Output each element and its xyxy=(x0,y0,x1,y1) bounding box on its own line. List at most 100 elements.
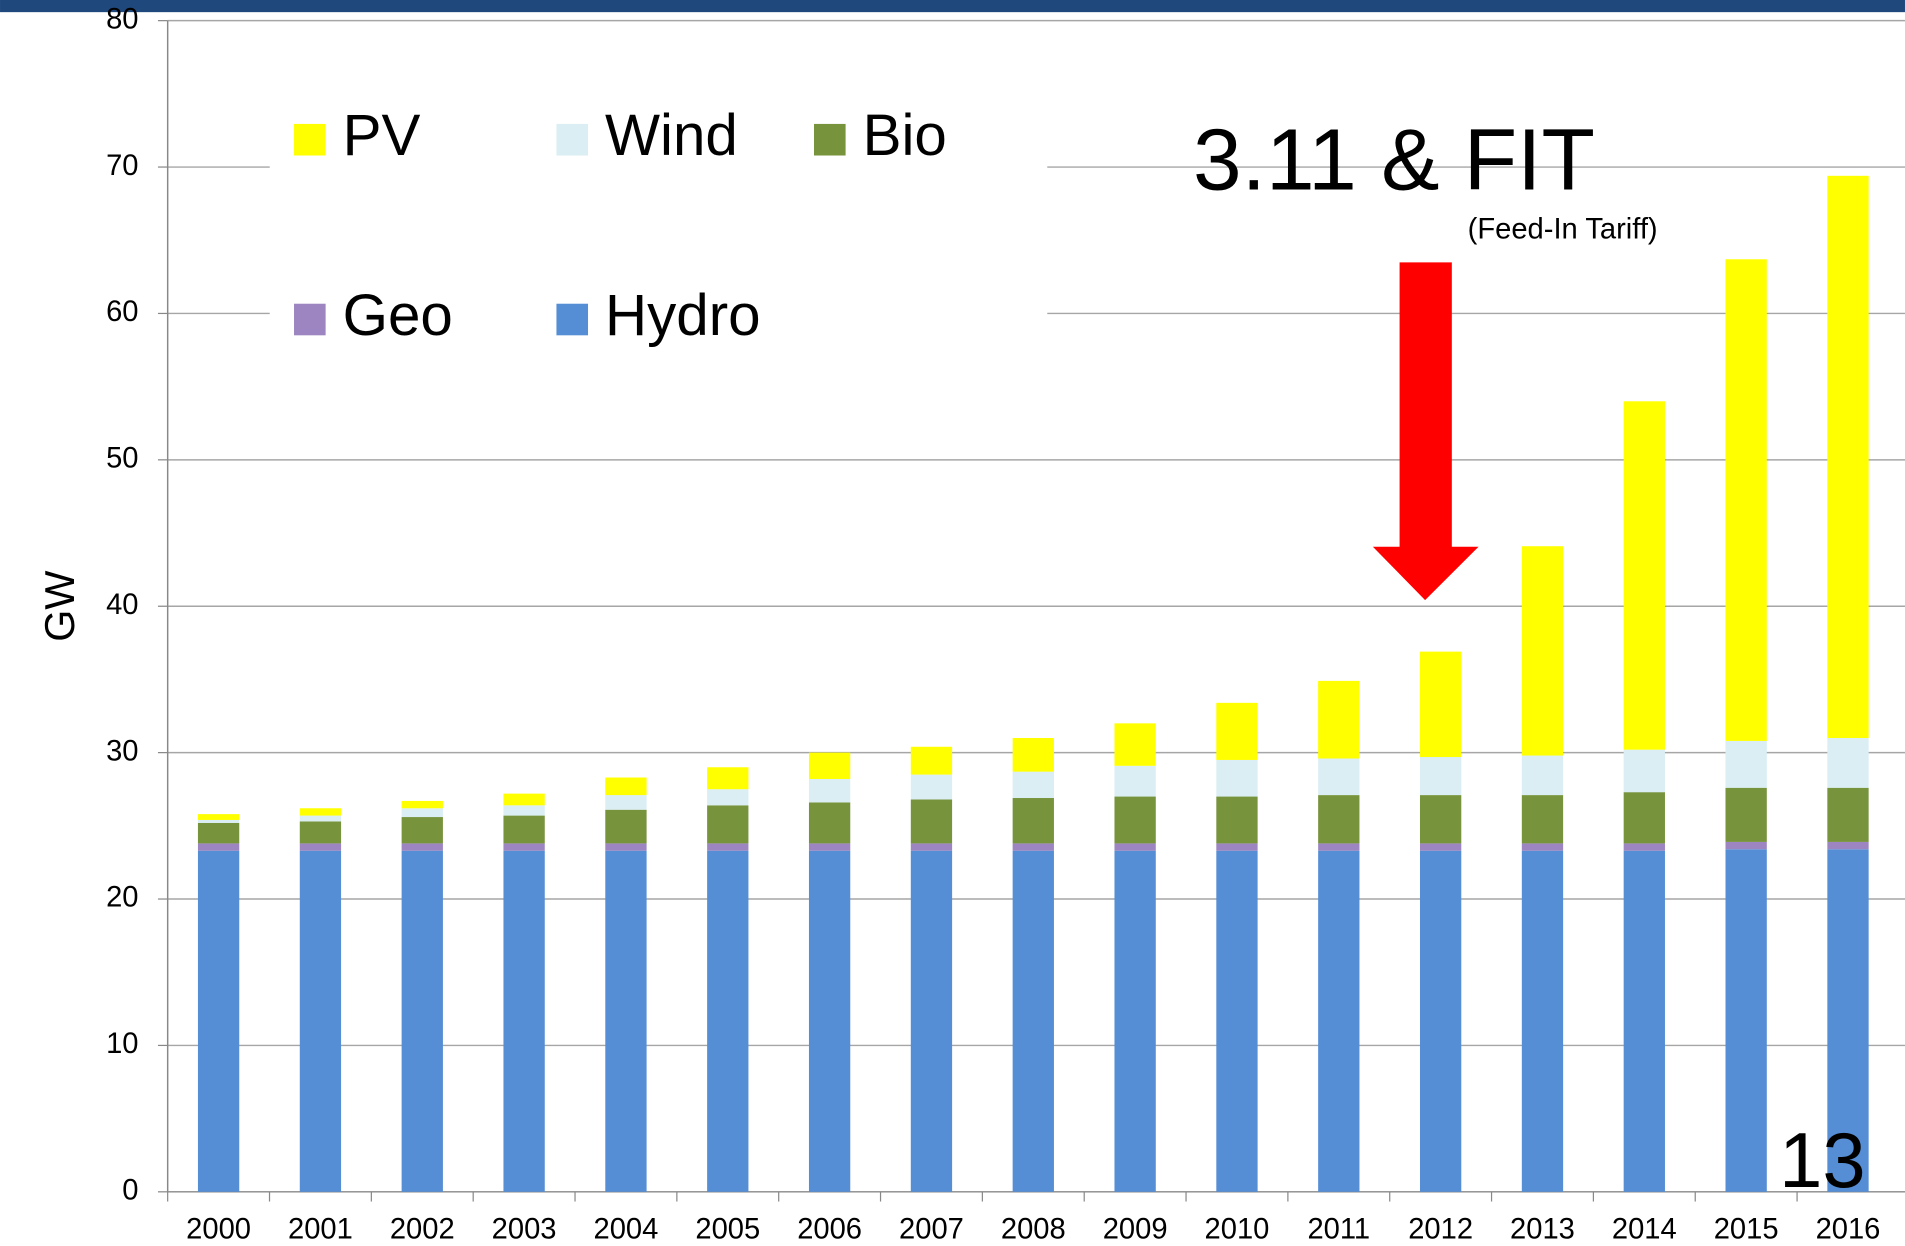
bar-segment xyxy=(1623,401,1665,750)
annotation: 3.11 & FIT xyxy=(1193,111,1595,209)
y-tick-label: 30 xyxy=(106,735,138,767)
bar-segment xyxy=(1419,651,1462,758)
arrow xyxy=(1372,262,1479,601)
x-tick-label: 2007 xyxy=(899,1213,964,1245)
bar-segment xyxy=(808,778,851,803)
legend: Hydro Geo Bio Wind PV xyxy=(294,103,947,348)
bar-segment xyxy=(1521,795,1564,844)
bar-segment xyxy=(1419,850,1462,1192)
bar-segment xyxy=(1012,843,1054,851)
bar-segment xyxy=(1318,758,1360,796)
bar-segment xyxy=(197,819,240,823)
bar-segment xyxy=(1114,723,1156,766)
bar-segment xyxy=(401,808,443,818)
bar-segment xyxy=(1114,796,1156,844)
bar-segment xyxy=(1725,841,1767,850)
bar-segment xyxy=(1419,795,1462,844)
y-tick-label: 0 xyxy=(122,1175,138,1207)
bar-segment xyxy=(1725,787,1767,842)
bar-segment xyxy=(1419,843,1462,851)
bar-segment xyxy=(1623,792,1665,844)
bar-segment xyxy=(1012,798,1054,844)
bar-segment xyxy=(605,777,647,796)
bar-segment xyxy=(707,789,749,806)
bar-segment xyxy=(401,800,443,809)
y-tick-label: 80 xyxy=(106,3,138,35)
bar-segment xyxy=(299,821,342,844)
top-band xyxy=(0,0,1905,13)
bar-segment xyxy=(605,809,647,844)
bar-segment xyxy=(299,843,342,851)
bar-segment xyxy=(808,752,851,779)
x-tick-label: 2004 xyxy=(594,1213,659,1245)
x-tick-label: 2014 xyxy=(1612,1213,1677,1245)
y-tick-label: 20 xyxy=(106,882,138,914)
x-tick-label: 2009 xyxy=(1103,1213,1168,1245)
legend-swatch xyxy=(556,123,589,156)
bar-segment xyxy=(1419,757,1462,796)
x-tick-label: 2006 xyxy=(797,1213,862,1245)
y-tick-label: 70 xyxy=(106,150,138,182)
bar-segment xyxy=(1521,546,1564,756)
x-tick-label: 2003 xyxy=(492,1213,557,1245)
legend-swatch xyxy=(294,123,326,156)
bar-segment xyxy=(1012,771,1054,799)
bar-segment xyxy=(1827,849,1869,1192)
bar-segment xyxy=(503,850,545,1192)
bar-segment xyxy=(910,746,953,775)
x-tick-label: 2011 xyxy=(1307,1213,1370,1245)
bar-segment xyxy=(1827,737,1869,788)
bar-segment xyxy=(1114,765,1156,797)
bars xyxy=(197,175,1869,1192)
bar-segment xyxy=(401,817,443,844)
bar-segment xyxy=(910,774,953,800)
bar-segment xyxy=(197,822,240,844)
x-tick-label: 2008 xyxy=(1001,1213,1066,1245)
bar-segment xyxy=(503,793,545,806)
bar-segment xyxy=(1318,680,1360,759)
bar-segment xyxy=(1012,737,1054,772)
bar-segment xyxy=(1216,796,1258,844)
bar-segment xyxy=(503,805,545,816)
bar-segment xyxy=(808,850,851,1192)
legend-swatch xyxy=(294,303,326,336)
bar-segment xyxy=(1827,841,1869,850)
bar-segment xyxy=(605,843,647,851)
bar-segment xyxy=(1827,787,1869,842)
x-tick-label: 2010 xyxy=(1205,1213,1270,1245)
bar-segment xyxy=(1623,850,1665,1192)
bar-segment xyxy=(1216,759,1258,797)
legend-swatch xyxy=(814,123,846,156)
bar-segment xyxy=(1623,749,1665,793)
bar-segment xyxy=(1521,843,1564,851)
bar-segment xyxy=(1521,755,1564,796)
bar-segment xyxy=(401,843,443,851)
bar-segment xyxy=(197,814,240,820)
annotation-note: (Feed-In Tariff) xyxy=(1468,214,1658,246)
bar-segment xyxy=(910,799,953,844)
bar-segment xyxy=(299,808,342,816)
bar-segment xyxy=(1725,259,1767,741)
bar-segment xyxy=(1623,843,1665,851)
bar-segment xyxy=(1318,795,1360,844)
bar-segment xyxy=(605,850,647,1192)
bar-segment xyxy=(1725,849,1767,1192)
bar-segment xyxy=(1521,850,1564,1192)
x-tick-label: 2013 xyxy=(1510,1213,1575,1245)
bar-segment xyxy=(1114,843,1156,851)
bar-segment xyxy=(503,815,545,844)
bar-segment xyxy=(197,843,240,851)
bar-segment xyxy=(1216,843,1258,851)
bar-segment xyxy=(299,850,342,1192)
bar-segment xyxy=(707,767,749,790)
y-tick-label: 50 xyxy=(106,443,138,475)
bar-segment xyxy=(605,795,647,810)
legend-label: PV xyxy=(343,103,421,168)
bar-segment xyxy=(1114,850,1156,1192)
bar-segment xyxy=(707,805,749,844)
grid: 0 10 20 30 40 50 60 70 80 2000 2001 2002 2003 2004 200… xyxy=(106,3,1905,1245)
bar-segment xyxy=(808,843,851,851)
bar-segment xyxy=(1216,850,1258,1192)
